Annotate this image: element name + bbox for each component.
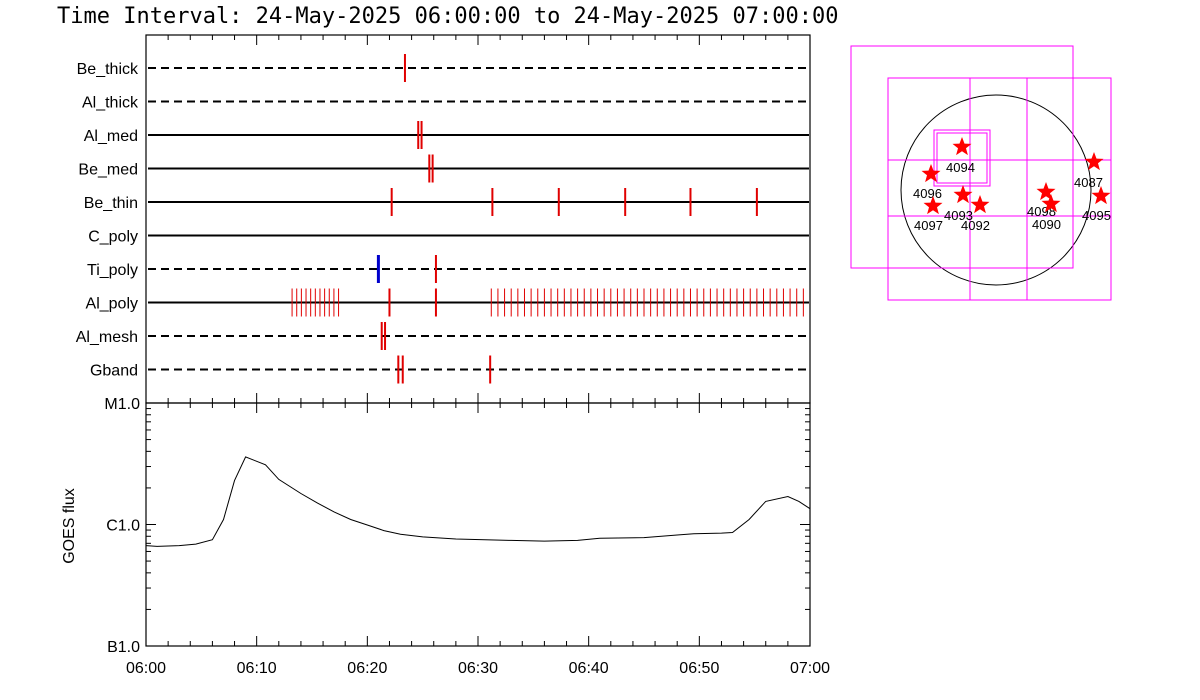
- channel-row-gband: Gband: [90, 355, 809, 384]
- active-region-star: [953, 185, 973, 204]
- active-region-label: 4097: [914, 218, 943, 233]
- channel-label: Gband: [90, 363, 138, 380]
- active-region-label: 4090: [1032, 217, 1061, 232]
- x-tick-label: 06:30: [458, 660, 498, 677]
- active-region-star: [923, 196, 943, 215]
- channel-label: Al_poly: [86, 296, 138, 313]
- active-region-label: 4092: [961, 218, 990, 233]
- channel-row-c-poly: C_poly: [88, 229, 809, 246]
- x-tick-label: 06:50: [679, 660, 719, 677]
- goes-flux-line: [145, 456, 811, 547]
- fov-box-large: [850, 45, 1074, 269]
- solar-disk: [900, 94, 1092, 286]
- channel-row-al-med: Al_med: [84, 121, 809, 149]
- channel-row-be-thick: Be_thick: [77, 54, 809, 82]
- x-tick-label: 06:20: [347, 660, 387, 677]
- active-region-label: 4095: [1082, 208, 1111, 223]
- y-tick-label: B1.0: [107, 639, 140, 656]
- timeline-frame: [145, 34, 811, 404]
- channel-label: Al_med: [84, 128, 138, 145]
- active-region-star: [921, 164, 941, 183]
- channel-row-al-thick: Al_thick: [82, 95, 809, 112]
- goes-ylabel: GOES flux: [61, 488, 78, 564]
- channel-row-al-poly: Al_poly: [86, 288, 809, 317]
- x-tick-label: 06:10: [237, 660, 277, 677]
- channel-label: Ti_poly: [87, 262, 138, 279]
- y-tick-label: C1.0: [106, 518, 140, 535]
- channel-row-ti-poly: Ti_poly: [87, 255, 809, 283]
- active-region-label: 4093: [944, 208, 973, 223]
- active-region-star: [1091, 186, 1111, 205]
- fov-box-grid: [887, 77, 1112, 301]
- x-tick-label: 06:40: [569, 660, 609, 677]
- x-tick-label: 07:00: [790, 660, 830, 677]
- channel-label: Al_thick: [82, 95, 139, 112]
- active-region-star: [970, 195, 990, 214]
- channel-row-be-thin: Be_thin: [84, 188, 809, 216]
- goes-frame: [145, 402, 811, 647]
- channel-label: Al_mesh: [76, 329, 138, 346]
- channel-row-al-mesh: Al_mesh: [76, 322, 809, 350]
- active-region-star: [1084, 152, 1104, 171]
- channel-label: Be_thick: [77, 61, 139, 78]
- active-region-label: 4094: [946, 160, 975, 175]
- event-timeline-panel: Be_thick Al_thick Al_med Be_med Be_thin C_pol…: [76, 34, 811, 404]
- channel-row-be-med: Be_med: [78, 154, 809, 183]
- active-region-label: 4087: [1074, 175, 1103, 190]
- channel-label: C_poly: [88, 229, 138, 246]
- x-tick-label: 06:00: [126, 660, 166, 677]
- goes-flux-panel: 06:00 06:10 06:20 06:30 06:40 06:50 07:00 B1.0 C…: [61, 396, 830, 677]
- chart-title: Time Interval: 24-May-2025 06:00:00 to 2…: [57, 4, 838, 29]
- active-region-star: [1036, 182, 1056, 201]
- y-tick-label: M1.0: [104, 396, 140, 413]
- active-region-star: [952, 137, 972, 156]
- fov-box-small-inner: [936, 132, 988, 184]
- active-region-label: 4096: [913, 186, 942, 201]
- fov-box-small: [933, 129, 991, 187]
- active-region-star: [1041, 194, 1061, 213]
- channel-label: Be_thin: [84, 195, 138, 212]
- channel-label: Be_med: [78, 162, 138, 179]
